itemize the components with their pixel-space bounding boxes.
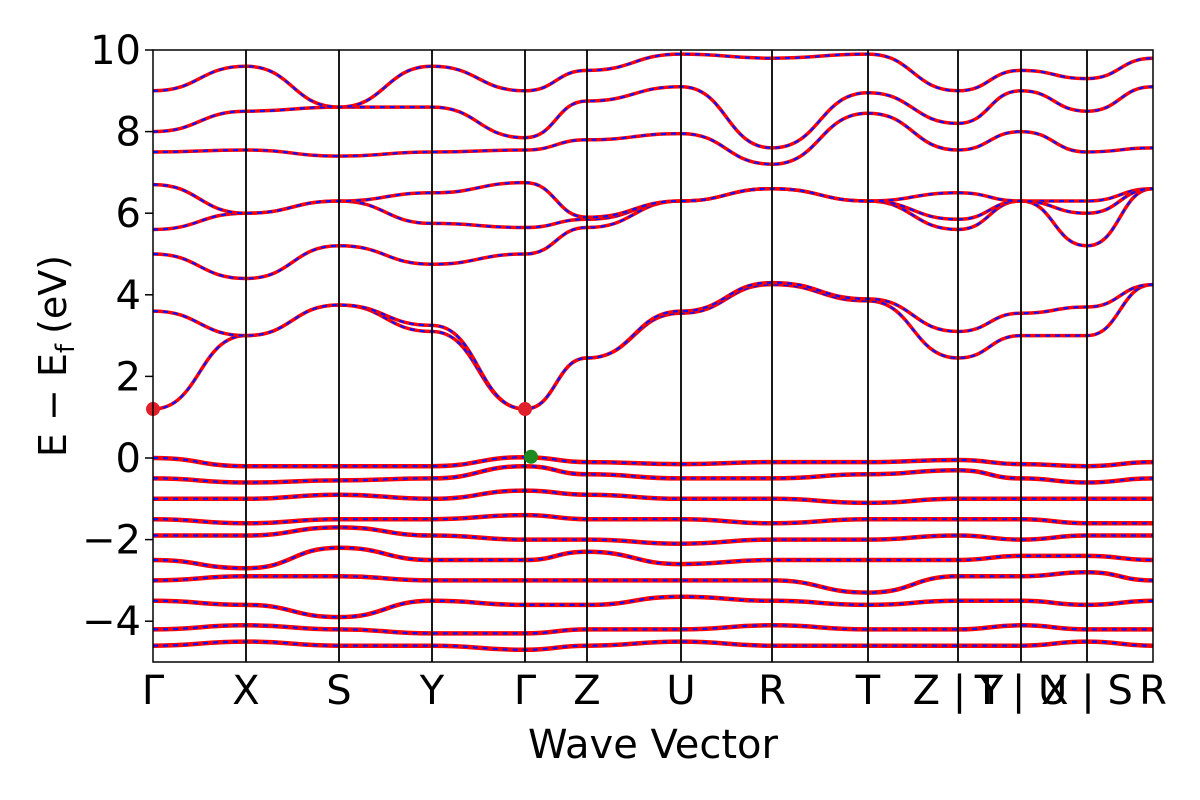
band-spin-down — [153, 85, 1153, 150]
band-spin-down — [153, 281, 1153, 411]
plot-frame — [152, 49, 1154, 663]
y-axis-label-unit: (eV) — [31, 255, 75, 334]
y-tick-label: −4 — [82, 599, 141, 645]
y-tick-label: 2 — [116, 354, 141, 400]
x-axis-label: Wave Vector — [528, 722, 779, 768]
band-spin-down — [153, 465, 1153, 484]
y-axis: −4 −2 0 2 4 6 8 10 — [82, 28, 153, 645]
kpoint-lines — [245, 50, 1088, 662]
vbm-marker — [524, 449, 538, 464]
kpoint-label: Γ — [142, 668, 165, 714]
band-spin-down — [153, 456, 1153, 468]
band-spin-down — [153, 187, 1153, 247]
y-tick-label: 4 — [116, 273, 141, 319]
y-tick-label: 10 — [90, 28, 141, 74]
band-spin-down — [153, 624, 1153, 635]
band-spin-up — [153, 280, 1153, 411]
kpoint-label: R — [758, 668, 786, 714]
kpoint-label: S — [326, 668, 351, 714]
y-axis-label-sub: f — [51, 343, 81, 353]
band-spin-up — [153, 545, 1153, 571]
band-spin-down — [153, 546, 1153, 570]
y-axis-label-main: E − E — [31, 353, 75, 457]
cbm-marker — [518, 402, 532, 417]
svg-text:E − Ef(eV): E − Ef (eV) — [31, 255, 81, 457]
kpoint-label: R — [1139, 668, 1167, 714]
band-edge-markers — [146, 402, 538, 464]
band-spin-up — [153, 186, 1153, 248]
bands-layer — [153, 52, 1153, 653]
kpoint-label: X | S — [1041, 668, 1133, 714]
band-spin-down — [153, 640, 1153, 651]
kpoint-label: T | U — [974, 668, 1068, 714]
kpoint-label: Z | Y — [913, 668, 1004, 714]
band-spin-down — [153, 112, 1153, 166]
kpoint-label: Γ — [514, 668, 537, 714]
kpoint-label: X — [232, 668, 259, 714]
y-tick-label: 0 — [116, 436, 141, 482]
y-tick-label: 6 — [116, 191, 141, 237]
y-tick-label: 8 — [116, 110, 141, 156]
y-tick-label: −2 — [82, 518, 141, 564]
band-spin-down — [153, 526, 1153, 545]
band-spin-down — [153, 283, 1153, 411]
band-spin-down — [153, 181, 1153, 219]
band-spin-down — [153, 489, 1153, 505]
band-spin-down — [153, 595, 1153, 619]
band-spin-up — [153, 180, 1153, 220]
kpoint-label: Y — [419, 668, 445, 714]
band-spin-down — [153, 52, 1153, 109]
band-spin-up — [153, 111, 1153, 166]
kpoint-label: U — [666, 668, 695, 714]
band-spin-up — [153, 52, 1153, 109]
y-axis-label: E − Ef (eV) — [31, 255, 81, 457]
band-spin-up — [153, 282, 1153, 411]
kpoint-label: Z — [573, 668, 600, 714]
kpoint-label: T — [855, 668, 881, 714]
